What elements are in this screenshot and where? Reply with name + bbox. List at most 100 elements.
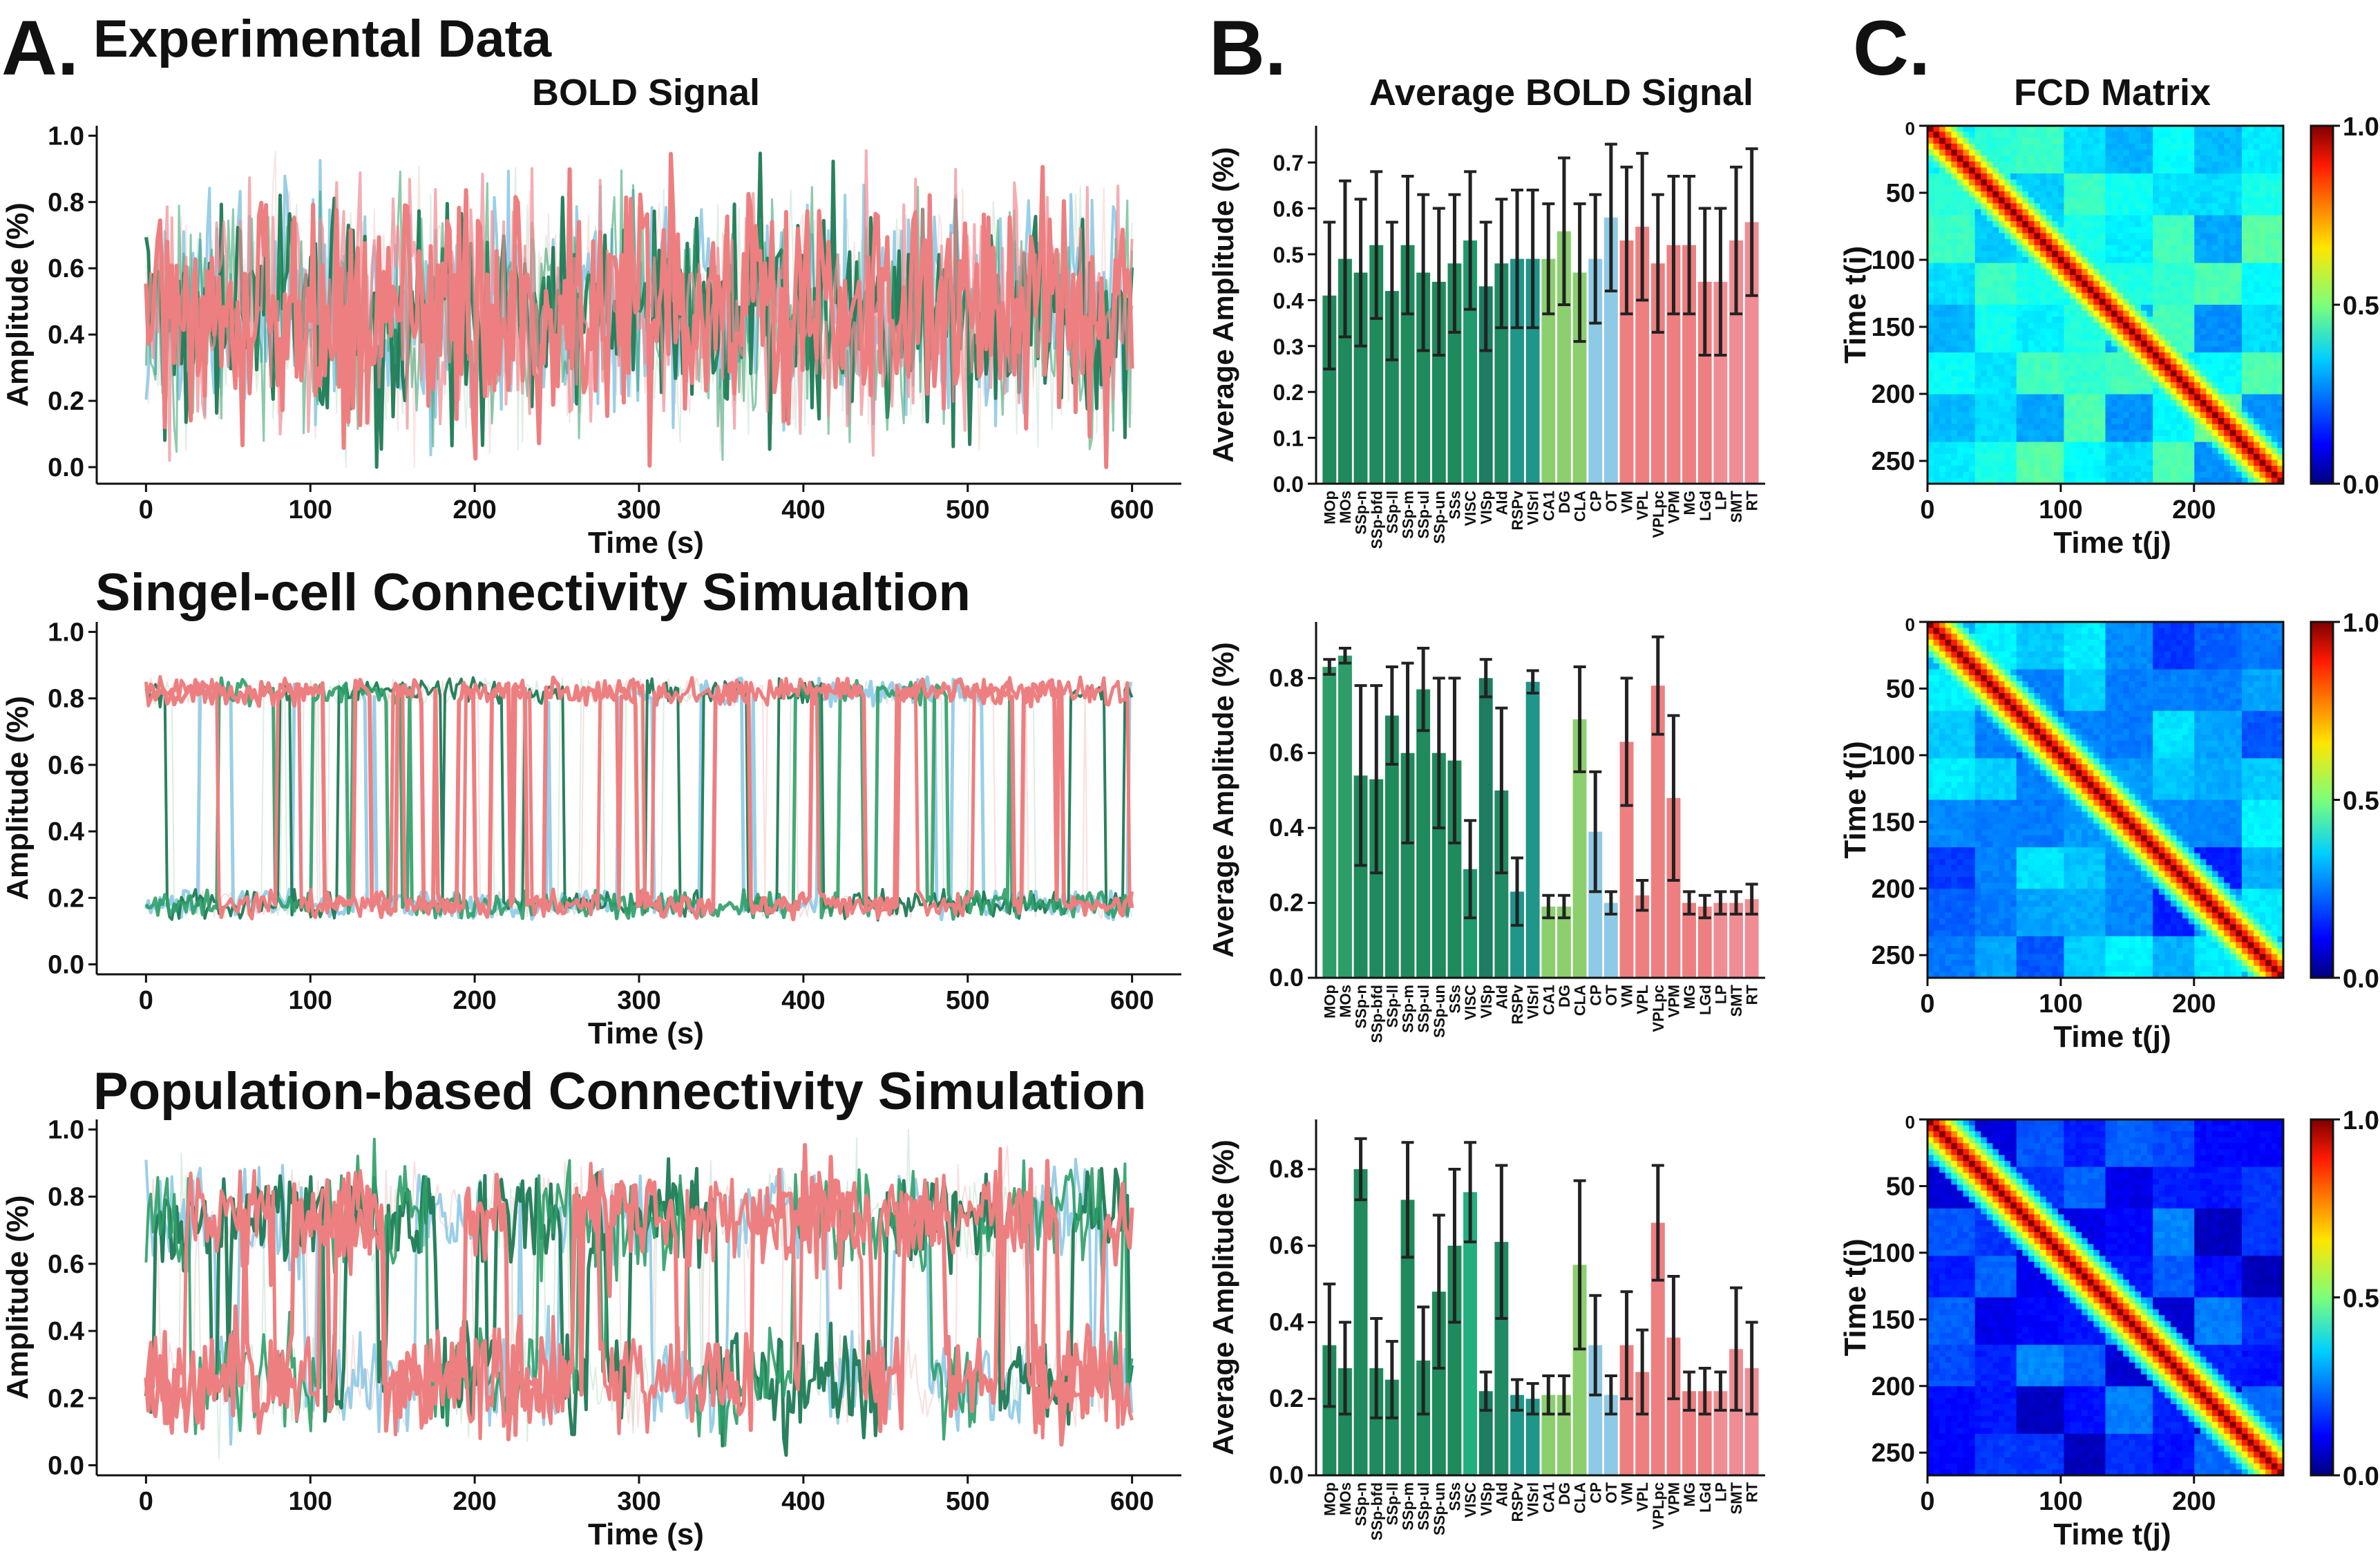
heatmap-cell — [2229, 663, 2236, 670]
heatmap-cell — [2129, 161, 2136, 169]
heatmap-cell — [1951, 287, 1958, 294]
heatmap-cell — [1974, 669, 1981, 676]
heatmap-cell — [2254, 340, 2260, 348]
heatmap-cell — [2141, 138, 2148, 144]
heatmap-cell — [1939, 173, 1946, 180]
heatmap-cell — [2265, 394, 2272, 401]
heatmap-cell — [2212, 424, 2219, 431]
heatmap-cell — [1986, 376, 1994, 383]
heatmap-cell — [2087, 627, 2094, 634]
heatmap-cell — [2212, 316, 2219, 323]
heatmap-cell — [2212, 651, 2219, 659]
heatmap-cell — [1963, 131, 1970, 138]
heatmap-cell — [2093, 281, 2100, 287]
heatmap-cell — [1933, 412, 1940, 419]
heatmap-cell — [2247, 340, 2254, 348]
heatmap-cell — [1969, 263, 1976, 269]
heatmap-cell — [2117, 352, 2124, 359]
heatmap-cell — [2200, 418, 2207, 425]
heatmap-cell — [2046, 370, 2053, 377]
heatmap-cell — [1999, 435, 2006, 443]
heatmap-cell — [2153, 239, 2160, 246]
heatmap-cell — [2146, 358, 2153, 365]
heatmap-cell — [2093, 418, 2100, 425]
heatmap-cell — [2141, 299, 2148, 305]
heatmap-cell — [1939, 251, 1946, 258]
heatmap-cell — [1999, 634, 2006, 641]
heatmap-cell — [1986, 299, 1994, 305]
heatmap-cell — [1927, 400, 1934, 407]
heatmap-cell — [2188, 693, 2195, 700]
heatmap-cell — [1957, 209, 1964, 216]
heatmap-cell — [2070, 400, 2077, 407]
heatmap-cell — [1927, 435, 1934, 443]
heatmap-cell — [2146, 693, 2153, 700]
heatmap-cell — [2123, 197, 2130, 204]
heatmap-cell — [2271, 203, 2278, 210]
heatmap-cell — [2176, 471, 2183, 478]
heatmap-cell — [2164, 627, 2171, 634]
heatmap-cell — [1999, 669, 2006, 676]
heatmap-cell — [1999, 442, 2006, 448]
heatmap-cell — [2265, 215, 2272, 222]
heatmap-cell — [2117, 622, 2124, 629]
heatmap-cell — [2194, 400, 2201, 407]
heatmap-cell — [2141, 346, 2148, 353]
heatmap-cell — [2247, 460, 2254, 466]
heatmap-cell — [2229, 412, 2236, 419]
heatmap-cell — [2064, 233, 2070, 240]
heatmap-cell — [2176, 274, 2183, 282]
heatmap-cell — [1974, 358, 1981, 365]
heatmap-cell — [2040, 394, 2047, 401]
heatmap-cell — [2218, 471, 2225, 478]
heatmap-cell — [2158, 370, 2165, 377]
heatmap-cell — [2028, 179, 2035, 186]
heatmap-cell — [2052, 364, 2059, 371]
heatmap-cell — [2254, 693, 2260, 700]
heatmap-cell — [2099, 310, 2106, 317]
heatmap-cell — [1933, 334, 1940, 341]
heatmap-cell — [2206, 274, 2213, 282]
heatmap-cell — [2236, 203, 2243, 210]
heatmap-cell — [2111, 197, 2118, 204]
heatmap-cell — [2247, 179, 2254, 186]
heatmap-cell — [2200, 346, 2207, 353]
heatmap-cell — [2099, 400, 2106, 407]
heatmap-cell — [2093, 634, 2100, 641]
heatmap-cell — [2004, 173, 2011, 180]
heatmap-cell — [1963, 269, 1970, 276]
heatmap-cell — [2259, 406, 2266, 413]
heatmap-cell — [2236, 477, 2243, 484]
heatmap-cell — [2206, 681, 2213, 688]
heatmap-cell — [2271, 412, 2278, 419]
heatmap-cell — [1969, 400, 1976, 407]
heatmap-cell — [2218, 143, 2225, 151]
heatmap-cell — [2105, 651, 2112, 659]
heatmap-cell — [1974, 269, 1981, 276]
y-tick-label: 0.6 — [48, 254, 84, 283]
heatmap-cell — [1945, 263, 1952, 269]
heatmap-cell — [2236, 466, 2243, 473]
heatmap-cell — [1963, 209, 1970, 216]
heatmap-cell — [2022, 400, 2029, 407]
heatmap-cell — [2218, 639, 2225, 646]
heatmap-cell — [1963, 149, 1970, 156]
heatmap-cell — [2022, 627, 2029, 634]
heatmap-cell — [2052, 191, 2059, 198]
heatmap-cell — [2057, 287, 2065, 294]
heatmap-cell — [2111, 173, 2118, 180]
heatmap-cell — [2247, 322, 2254, 330]
heatmap-cell — [2164, 453, 2171, 461]
heatmap-cell — [2105, 681, 2112, 688]
heatmap-cell — [2206, 477, 2213, 484]
heatmap-cell — [2034, 471, 2041, 478]
heatmap-cell — [1999, 215, 2006, 222]
heatmap-cell — [2123, 209, 2130, 216]
heatmap-cell — [2236, 435, 2243, 443]
heatmap-cell — [2057, 675, 2065, 682]
heatmap-cell — [2224, 227, 2231, 234]
heatmap-cell — [2087, 687, 2094, 694]
heatmap-cell — [2170, 167, 2178, 174]
heatmap-cell — [2057, 215, 2065, 222]
heatmap-cell — [1963, 370, 1970, 377]
